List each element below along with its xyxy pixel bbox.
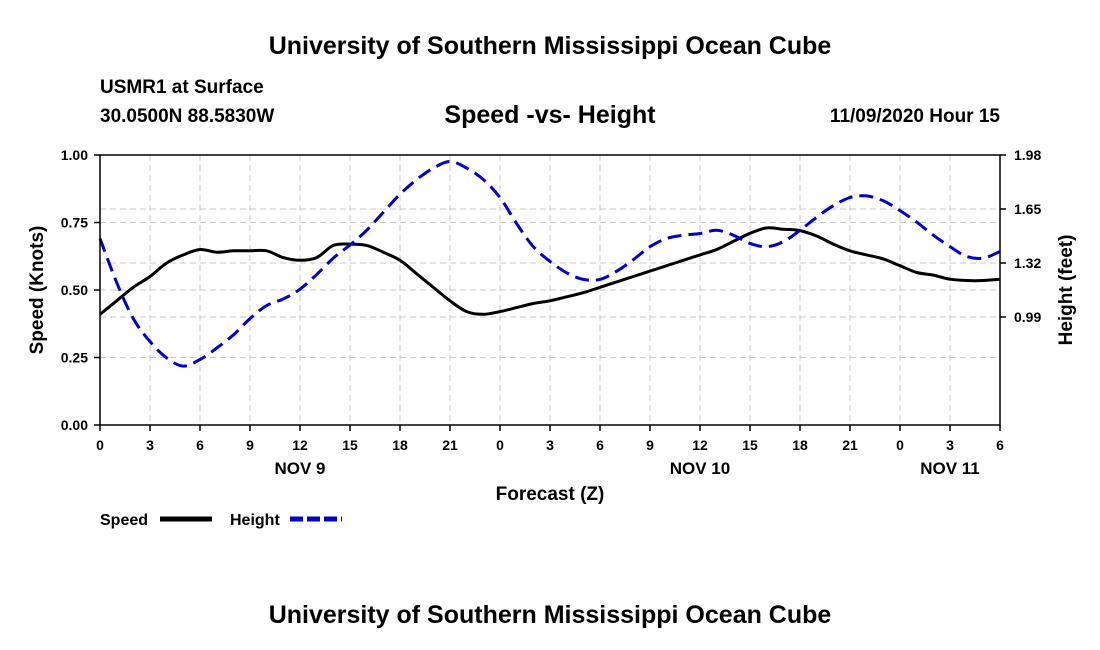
x-tick-label: 6 (596, 437, 604, 453)
y-left-tick-label: 0.00 (61, 417, 88, 433)
tick-layer: 0 3 6 9 12 15 18 21 0 3 6 9 12 15 18 21 0 3 6 0.00 0.25 0.50 0… (61, 147, 1042, 478)
series-line-height (98, 160, 1001, 368)
y-left-axis-title: Speed (Knots) (27, 226, 48, 355)
y-right-tick-label: 1.32 (1014, 255, 1041, 271)
chart-subtitle: Speed -vs- Height (444, 101, 656, 129)
page-title: University of Southern Mississippi Ocean… (268, 32, 832, 60)
x-tick-label: 6 (996, 437, 1004, 453)
x-tick-label: 9 (246, 437, 254, 453)
series-line-speed (99, 226, 1001, 316)
x-tick-label: 12 (692, 437, 708, 453)
x-axis-title: Forecast (Z) (496, 484, 605, 505)
y-right-tick-label: 0.99 (1014, 309, 1041, 325)
y-right-tick-label: 1.98 (1014, 147, 1041, 163)
y-right-tick-label: 1.65 (1014, 201, 1041, 217)
legend-label-height: Height (230, 512, 280, 529)
x-tick-label: 3 (546, 437, 554, 453)
day-label: NOV 11 (920, 459, 980, 478)
x-tick-label: 0 (96, 437, 104, 453)
day-label: NOV 9 (274, 459, 325, 478)
x-tick-label: 0 (896, 437, 904, 453)
y-right-axis-title: Height (feet) (1056, 235, 1077, 346)
x-tick-label: 21 (842, 437, 858, 453)
x-tick-label: 3 (146, 437, 154, 453)
x-tick-label: 18 (792, 437, 808, 453)
x-tick-label: 0 (496, 437, 504, 453)
legend-label-speed: Speed (100, 512, 148, 529)
x-tick-label: 9 (646, 437, 654, 453)
x-tick-label: 3 (946, 437, 954, 453)
footer-title: University of Southern Mississippi Ocean… (268, 601, 832, 629)
x-tick-label: 21 (442, 437, 458, 453)
x-tick-label: 15 (342, 437, 358, 453)
x-tick-label: 6 (196, 437, 204, 453)
day-label: NOV 10 (670, 459, 730, 478)
x-tick-label: 18 (392, 437, 408, 453)
legend: Speed Height (100, 512, 342, 529)
station-coords: 30.0500N 88.5830W (100, 106, 275, 127)
x-tick-label: 12 (292, 437, 308, 453)
station-label: USMR1 at Surface (100, 77, 264, 98)
y-left-tick-label: 0.75 (61, 215, 88, 231)
series-layer (98, 160, 1001, 368)
forecast-datetime: 11/09/2020 Hour 15 (829, 106, 1000, 127)
y-left-tick-label: 0.25 (61, 350, 88, 366)
y-left-tick-label: 1.00 (61, 147, 88, 163)
x-tick-label: 15 (742, 437, 758, 453)
y-left-tick-label: 0.50 (61, 282, 88, 298)
